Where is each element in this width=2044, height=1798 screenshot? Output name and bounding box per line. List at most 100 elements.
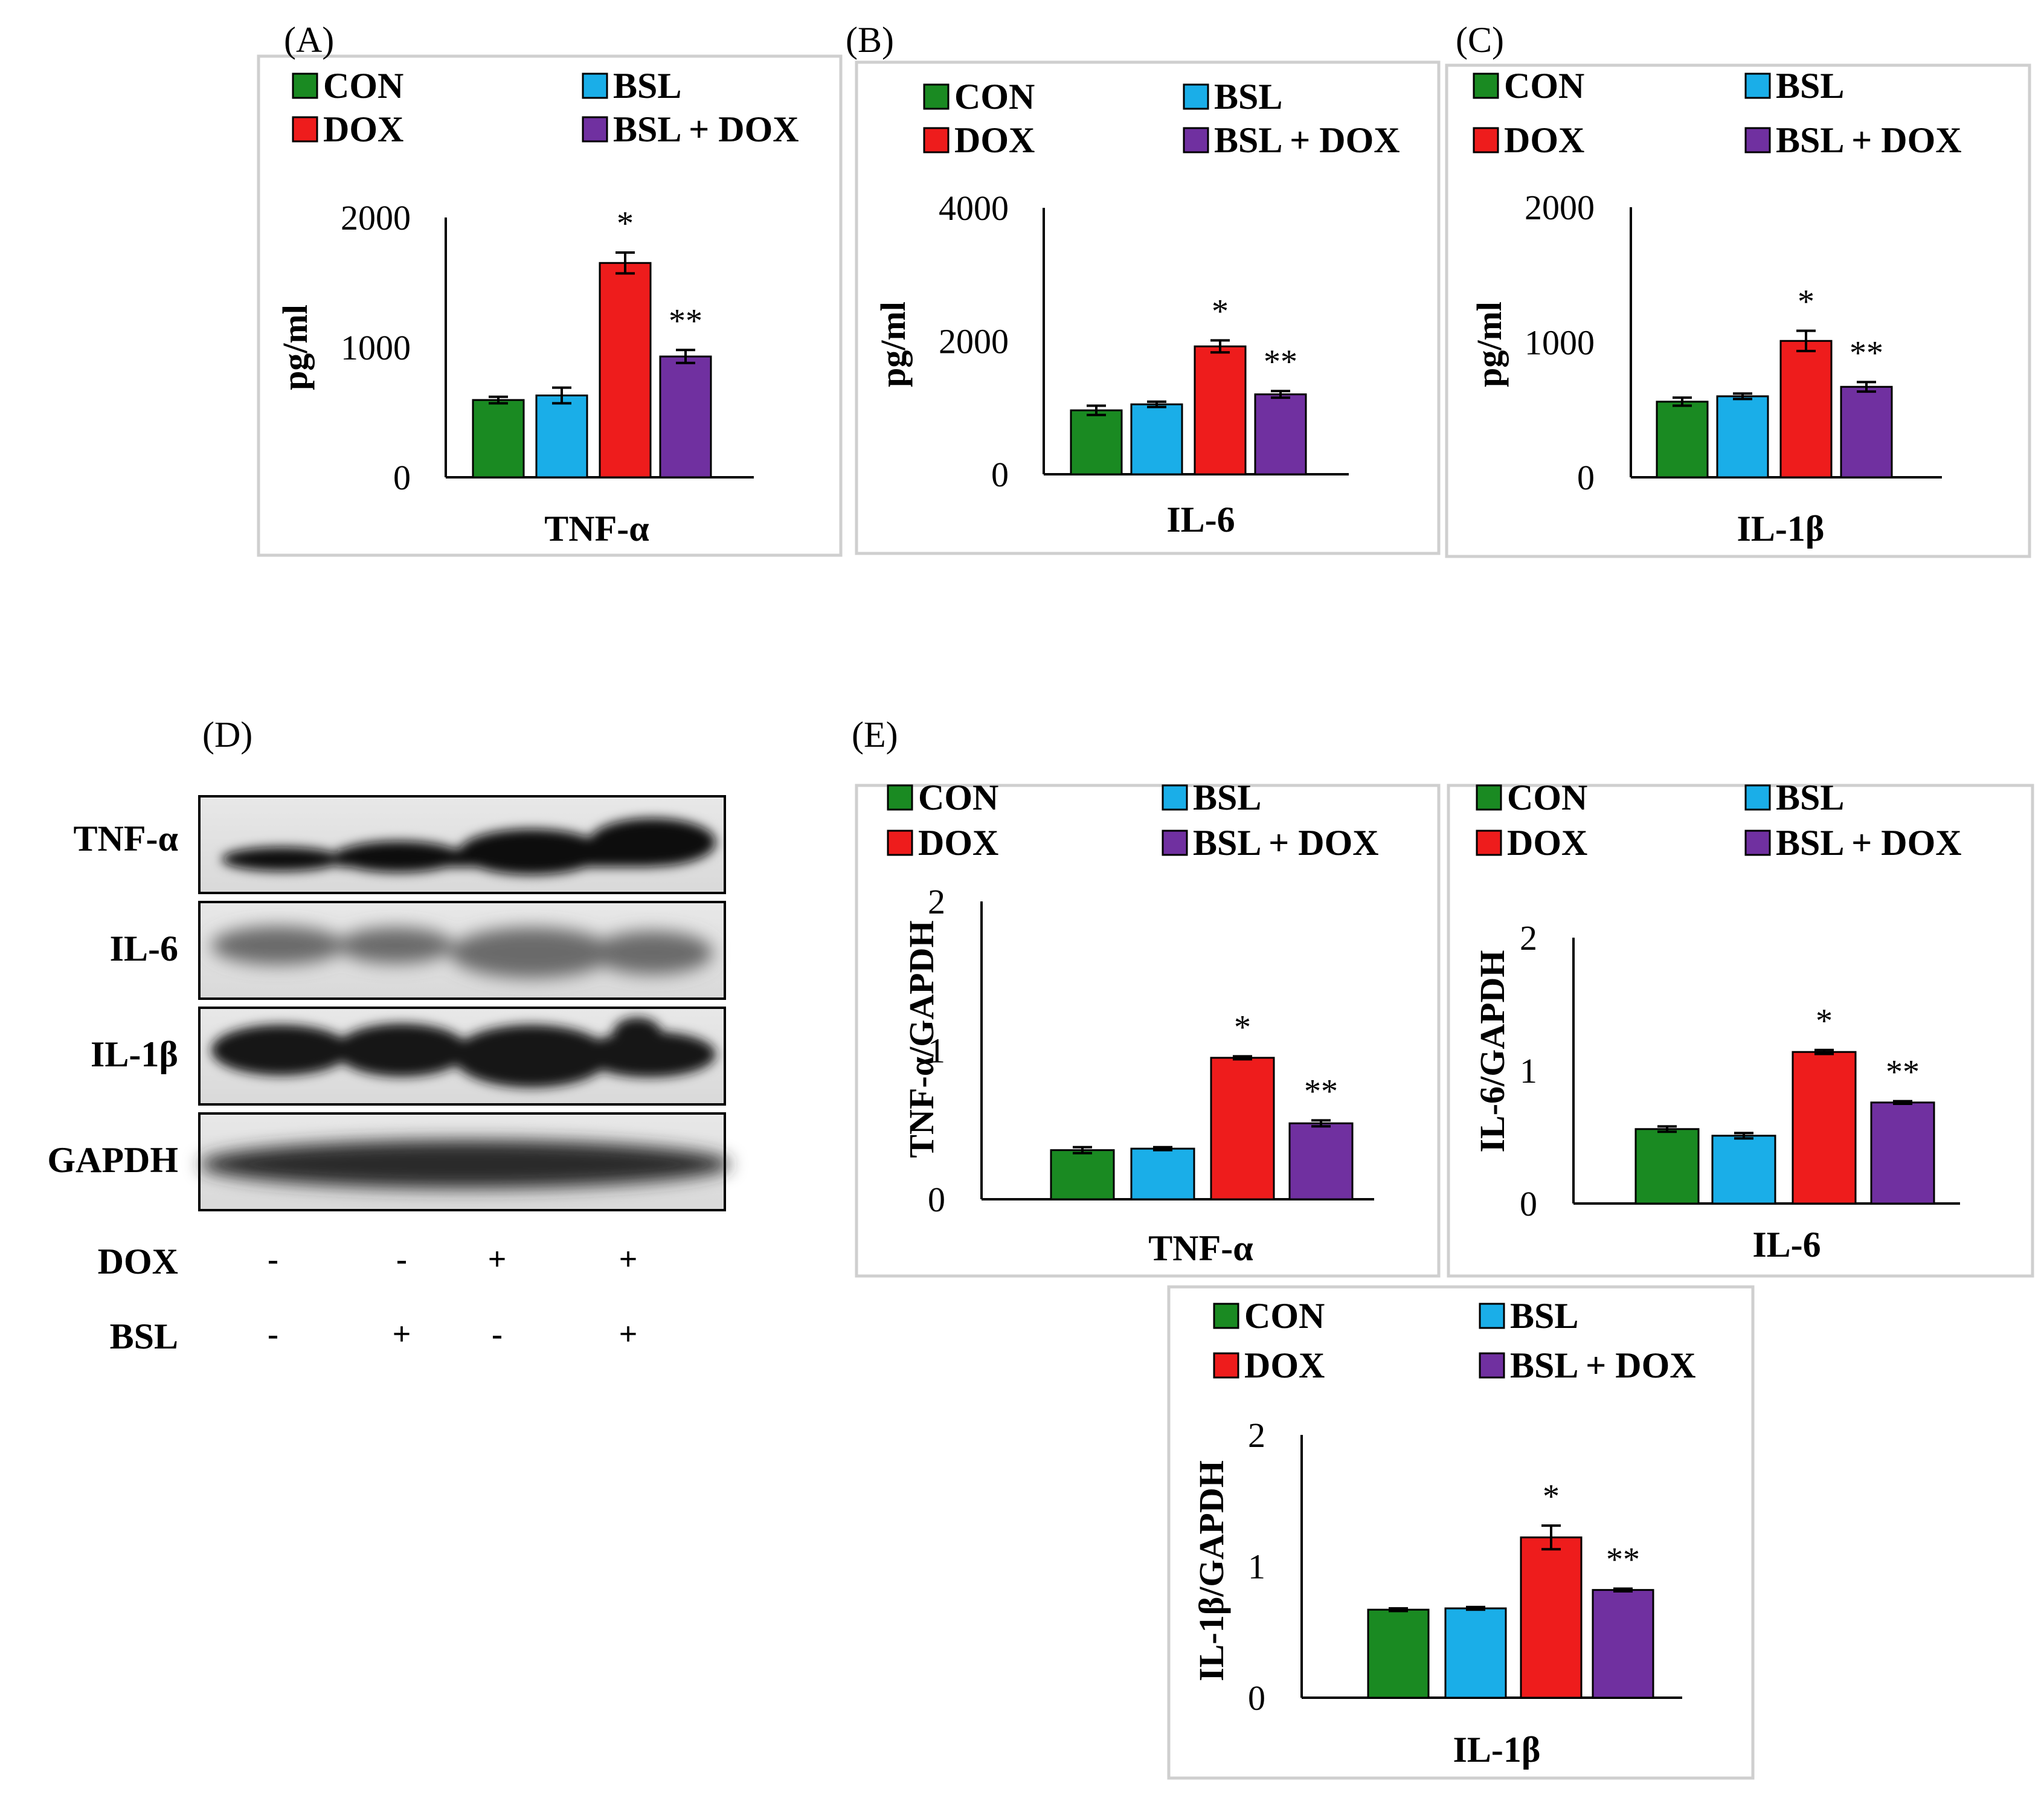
- y-tick-label: 0: [1248, 1678, 1265, 1718]
- error-bar: [1389, 1607, 1408, 1613]
- legend-swatch-con: [1476, 784, 1502, 811]
- significance-marker: *: [617, 205, 634, 242]
- panel-label: (A): [284, 20, 334, 60]
- legend: CON BSL DOX BSL + DOX: [887, 778, 1379, 863]
- error-bar: [1893, 1100, 1912, 1105]
- condition-sign: -: [268, 1316, 278, 1352]
- y-axis-label: TNF-α/GAPDH: [902, 920, 941, 1158]
- y-tick-label: 0: [928, 1180, 945, 1219]
- y-tick-label: 0: [991, 455, 1009, 494]
- bar-bsl-dox: [659, 355, 712, 478]
- legend-label: CON: [918, 778, 998, 817]
- blot-band-label: IL-6: [110, 929, 178, 968]
- legend: CON BSL DOX BSL + DOX: [292, 66, 799, 149]
- error-bar: [1210, 339, 1230, 354]
- panel-border: [1167, 1285, 1755, 1780]
- blot-band-label: IL-1β: [91, 1034, 178, 1074]
- y-tick-label: 2000: [341, 198, 411, 237]
- legend-label: BSL: [613, 66, 681, 106]
- legend-label: BSL + DOX: [1214, 120, 1400, 160]
- y-tick-label: 1: [928, 1031, 945, 1071]
- y-axis-label: IL-6/GAPDH: [1473, 950, 1512, 1152]
- bar-dox: [1792, 1051, 1857, 1205]
- y-tick-label: 2: [1248, 1416, 1265, 1455]
- bar-bsl-dox: [1592, 1589, 1654, 1699]
- x-axis-label: IL-1β: [1737, 509, 1825, 549]
- western-blot-panel: (D): [47, 715, 731, 1356]
- bar-bsl-dox: [1254, 393, 1307, 475]
- legend-label: DOX: [1504, 120, 1584, 160]
- legend-label: CON: [1244, 1296, 1325, 1336]
- y-tick-label: 1: [1248, 1547, 1265, 1587]
- legend-swatch-bsl: [1479, 1303, 1505, 1329]
- legend-swatch-dox: [923, 127, 950, 153]
- bar-con: [1367, 1608, 1430, 1699]
- legend-swatch-bsl: [1744, 72, 1771, 99]
- y-tick-label: 2: [1520, 918, 1537, 958]
- legend-label: DOX: [1507, 823, 1587, 863]
- legend-swatch-bsl-dox: [1162, 830, 1188, 856]
- legend-swatch-con: [292, 72, 318, 99]
- y-tick-label: 2000: [939, 322, 1009, 361]
- condition-sign: -: [268, 1241, 278, 1277]
- significance-marker: **: [1850, 334, 1883, 372]
- bar-bsl: [1130, 1147, 1195, 1200]
- legend-label: CON: [1507, 778, 1587, 817]
- y-tick-label: 1000: [1525, 323, 1595, 362]
- bar-bsl-dox: [1870, 1101, 1935, 1205]
- legend-swatch-dox: [1473, 127, 1499, 153]
- significance-marker: *: [1234, 1008, 1251, 1046]
- condition-sign: +: [488, 1241, 507, 1277]
- x-axis-label: IL-1β: [1453, 1730, 1541, 1770]
- legend-swatch-bsl: [1744, 784, 1771, 811]
- legend: CON BSL DOX BSL + DOX: [1476, 778, 1962, 863]
- blot-strip-gapdh: [198, 1112, 731, 1211]
- blot-strip-il6: [198, 901, 726, 1000]
- legend-swatch-bsl-dox: [1183, 127, 1209, 153]
- y-tick-label: 4000: [939, 188, 1009, 228]
- legend-label: BSL + DOX: [613, 109, 799, 149]
- legend-swatch-bsl: [1162, 784, 1188, 811]
- legend-label: BSL + DOX: [1776, 120, 1962, 160]
- error-bar: [1271, 390, 1290, 399]
- y-tick-label: 0: [393, 458, 411, 497]
- legend-swatch-bsl-dox: [1744, 830, 1771, 856]
- error-bar: [1087, 404, 1106, 416]
- bar-bsl: [1444, 1607, 1507, 1699]
- legend-swatch-bsl-dox: [1479, 1352, 1505, 1379]
- panel-border: [855, 784, 1441, 1278]
- significance-marker: **: [1304, 1072, 1338, 1110]
- panel-border: [855, 60, 1441, 555]
- error-bar: [489, 395, 508, 405]
- y-axis-label: pg/ml: [1470, 301, 1509, 387]
- error-bar: [1673, 396, 1692, 407]
- legend-swatch-dox: [1476, 830, 1502, 856]
- significance-marker: **: [1606, 1541, 1640, 1578]
- bar-dox: [1194, 345, 1247, 475]
- condition-sign: +: [393, 1316, 411, 1352]
- bar-bsl: [1711, 1135, 1776, 1205]
- significance-marker: *: [1212, 292, 1229, 330]
- legend-swatch-con: [1473, 72, 1499, 99]
- condition-sign: -: [492, 1316, 503, 1352]
- legend-swatch-dox: [1213, 1352, 1239, 1379]
- panel-label: (E): [852, 715, 898, 755]
- panel-label: (C): [1456, 20, 1504, 60]
- error-bar: [1733, 392, 1752, 401]
- significance-marker: **: [1264, 343, 1297, 381]
- y-tick-label: 1: [1520, 1051, 1537, 1091]
- error-bar: [1613, 1587, 1633, 1593]
- bar-con: [472, 399, 525, 478]
- blot-strip-tnf: [198, 795, 726, 894]
- legend-label: BSL: [1193, 778, 1261, 817]
- error-bar: [1466, 1605, 1485, 1611]
- panel-label: (B): [846, 20, 894, 60]
- legend: CON BSL DOX BSL + DOX: [1213, 1296, 1696, 1385]
- panel-border: [1447, 784, 2034, 1278]
- bar-dox: [599, 262, 652, 478]
- legend-swatch-dox: [292, 116, 318, 143]
